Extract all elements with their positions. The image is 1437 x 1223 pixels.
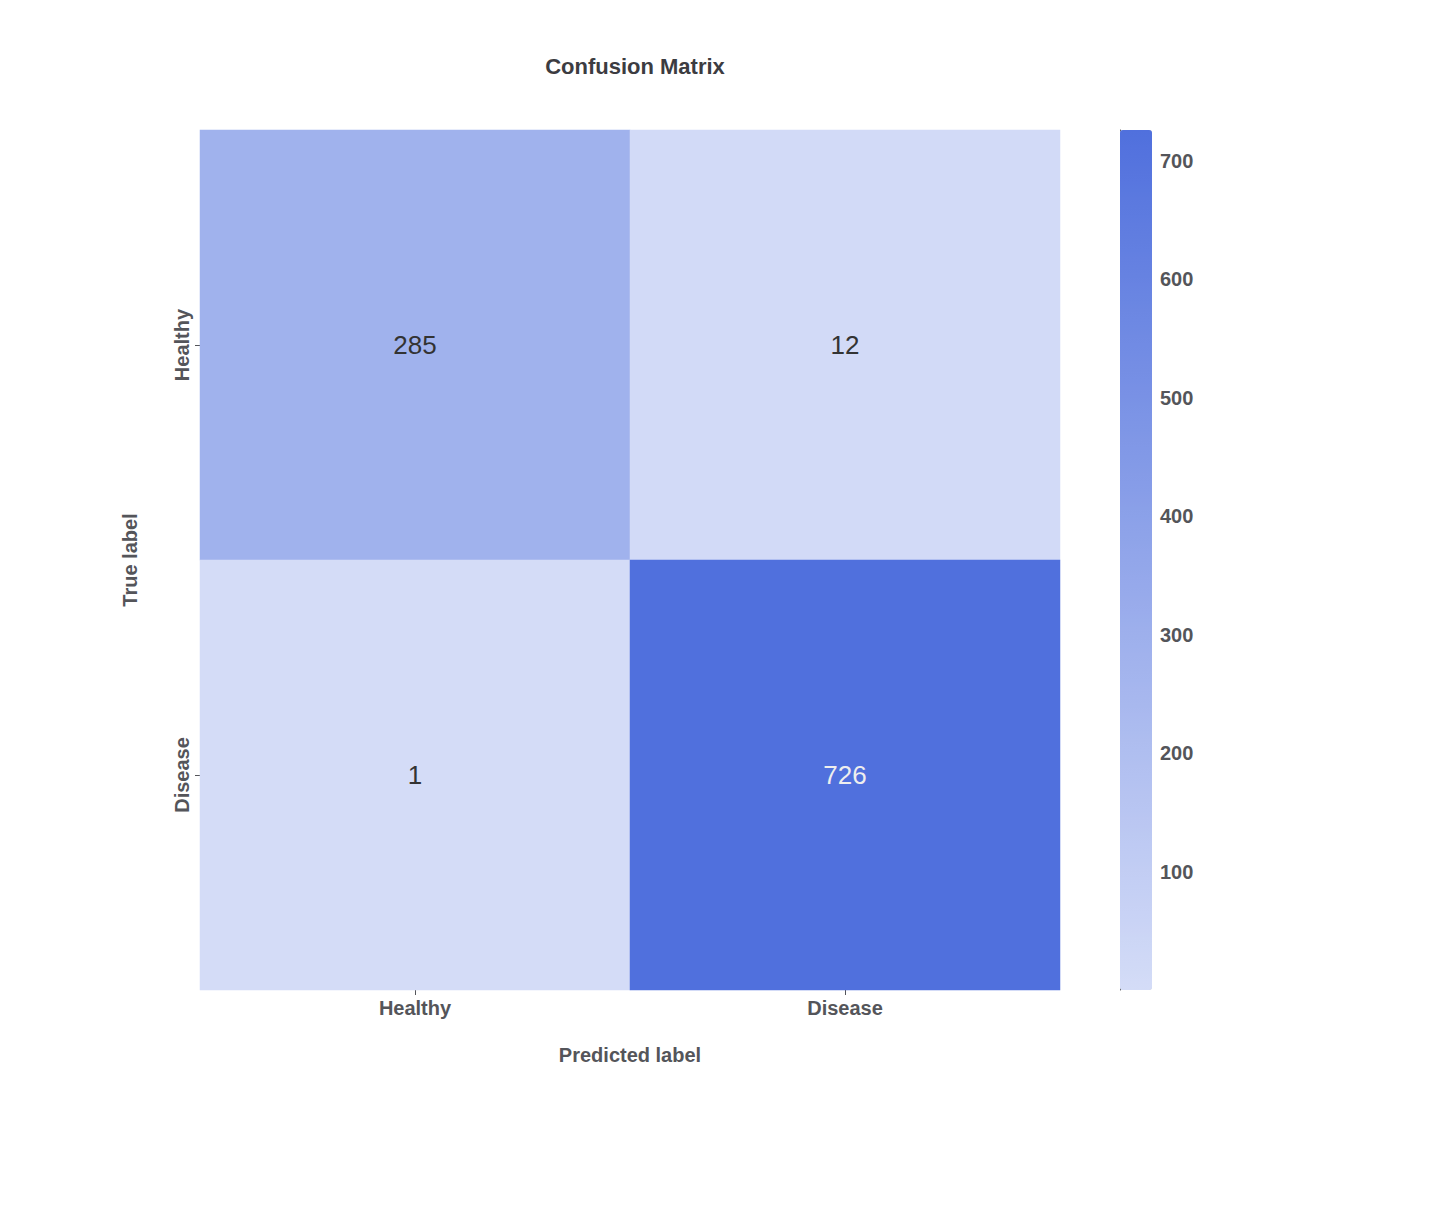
svg-text:Disease: Disease — [807, 997, 883, 1019]
svg-text:Healthy: Healthy — [379, 997, 452, 1019]
svg-text:True label: True label — [119, 513, 141, 606]
svg-text:Healthy: Healthy — [171, 308, 193, 381]
svg-text:Confusion Matrix: Confusion Matrix — [545, 54, 725, 79]
svg-text:285: 285 — [393, 330, 436, 360]
svg-text:300: 300 — [1160, 624, 1193, 646]
svg-text:600: 600 — [1160, 268, 1193, 290]
svg-text:400: 400 — [1160, 505, 1193, 527]
svg-text:Disease: Disease — [171, 737, 193, 813]
svg-text:700: 700 — [1160, 150, 1193, 172]
svg-text:200: 200 — [1160, 742, 1193, 764]
svg-text:12: 12 — [831, 330, 860, 360]
svg-text:Predicted label: Predicted label — [559, 1044, 701, 1066]
svg-text:100: 100 — [1160, 861, 1193, 883]
svg-text:500: 500 — [1160, 387, 1193, 409]
svg-text:726: 726 — [823, 760, 866, 790]
svg-text:1: 1 — [408, 760, 422, 790]
